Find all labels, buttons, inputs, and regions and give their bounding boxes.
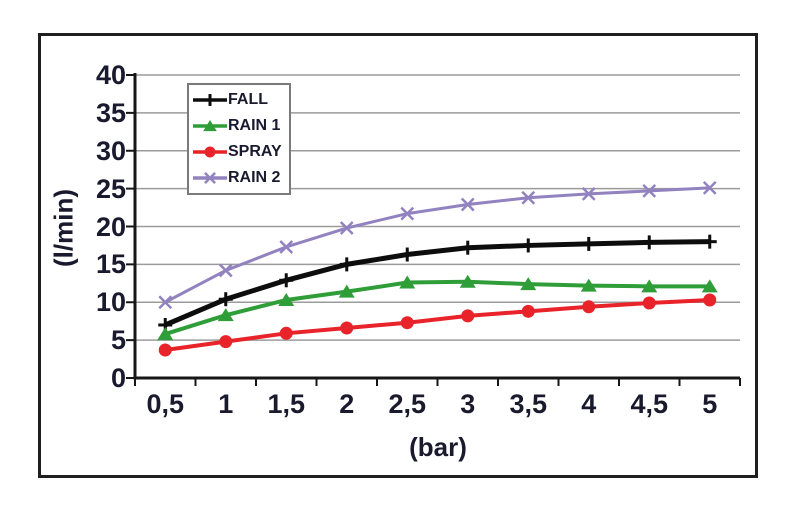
triangle-marker — [641, 279, 658, 293]
circle-marker — [158, 343, 172, 357]
legend-item-spray: SPRAY — [193, 139, 289, 165]
circle-marker — [703, 293, 717, 307]
triangle-marker — [157, 327, 174, 341]
legend: FALL RAIN 1 SPRAY RAIN 2 — [187, 83, 291, 195]
y-tick-label: 40 — [95, 60, 126, 90]
circle-marker — [340, 321, 354, 335]
legend-label: FALL — [228, 91, 268, 108]
triangle-marker — [520, 277, 537, 291]
legend-item-rain-2: RAIN 2 — [193, 165, 289, 191]
x-tick-label: 2,5 — [388, 389, 427, 419]
circle-marker — [642, 296, 656, 310]
x-tick-label: 3,5 — [509, 389, 548, 419]
y-tick-label: 15 — [95, 249, 126, 280]
legend-marker-swatch — [193, 146, 227, 158]
series-spray — [158, 293, 717, 357]
legend-marker-swatch — [193, 172, 227, 184]
legend-marker-swatch — [193, 120, 227, 132]
series-rain-1 — [157, 274, 718, 341]
legend-item-rain-1: RAIN 1 — [193, 113, 289, 139]
y-tick-label: 10 — [95, 287, 126, 318]
y-tick-label: 0 — [110, 363, 126, 393]
circle-marker — [582, 300, 596, 314]
triangle-marker — [701, 279, 718, 293]
x-marker — [642, 184, 657, 198]
circle-marker — [279, 326, 293, 340]
y-tick-label: 25 — [95, 173, 126, 204]
x-tick-label: 4 — [581, 389, 597, 419]
legend-label: RAIN 2 — [228, 169, 281, 186]
triangle-marker — [278, 292, 295, 306]
circle-marker — [400, 316, 414, 330]
circle-marker — [219, 335, 233, 349]
x-tick-label: 5 — [702, 389, 718, 419]
circle-marker — [461, 309, 475, 323]
x-marker — [339, 221, 354, 235]
x-marker — [279, 240, 294, 254]
series-line — [164, 297, 710, 352]
y-tick-label: 35 — [95, 97, 126, 128]
x-tick-label: 0,5 — [146, 389, 185, 419]
legend-label: RAIN 1 — [228, 117, 281, 134]
triangle-marker — [459, 274, 476, 288]
triangle-marker — [338, 284, 355, 298]
x-axis-title: (bar) — [409, 432, 467, 462]
x-tick-label: 1,5 — [267, 389, 306, 419]
circle-marker — [521, 304, 535, 318]
x-marker — [204, 172, 216, 184]
triangle-marker — [580, 278, 597, 292]
series-line — [164, 186, 710, 304]
x-marker — [218, 263, 233, 278]
triangle-marker — [399, 275, 416, 289]
y-tick-label: 30 — [95, 135, 126, 166]
x-marker — [702, 180, 717, 195]
legend-item-fall: FALL — [193, 87, 289, 113]
series-line — [164, 279, 710, 336]
y-tick-label: 5 — [110, 325, 126, 356]
circle-marker — [204, 146, 216, 158]
x-tick-label: 2 — [339, 389, 355, 419]
x-tick-label: 1 — [218, 389, 234, 419]
x-marker — [400, 206, 415, 221]
x-tick-label: 4,5 — [630, 389, 669, 419]
legend-label: SPRAY — [228, 143, 282, 160]
series-fall — [158, 234, 717, 332]
y-tick-label: 20 — [95, 211, 126, 242]
x-marker — [521, 190, 536, 205]
x-marker — [581, 187, 596, 201]
series-rain-2 — [158, 180, 717, 310]
x-tick-label: 3 — [460, 389, 476, 419]
series-line — [164, 239, 710, 328]
x-marker — [460, 197, 475, 212]
triangle-marker — [203, 120, 217, 132]
triangle-marker — [217, 308, 234, 322]
x-marker — [158, 295, 173, 310]
legend-marker-swatch — [193, 94, 227, 106]
